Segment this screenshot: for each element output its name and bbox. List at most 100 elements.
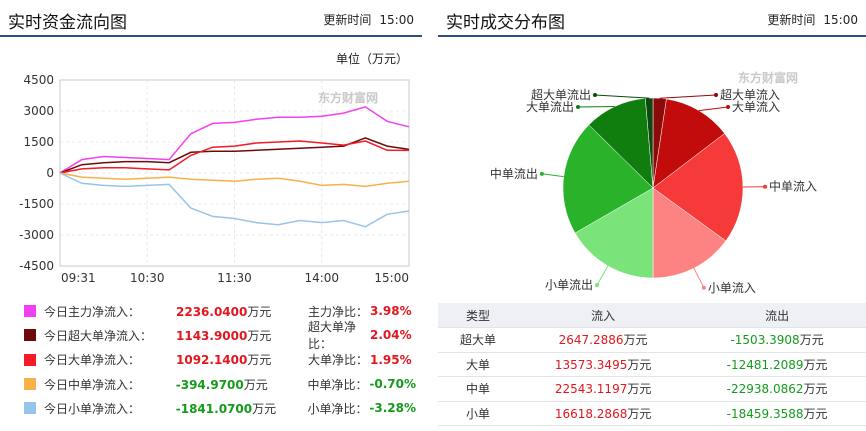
header-type: 类型 — [438, 303, 518, 328]
legend-ratio: -0.70% — [369, 377, 416, 392]
update-time-value: 15:00 — [379, 13, 414, 27]
legend-name: 今日超大单净流入： — [44, 328, 153, 343]
y-tick-label: -4500 — [19, 259, 54, 273]
legend-unit: 万元 — [243, 377, 268, 392]
legend-ratio-name: 中单净比： — [307, 377, 368, 392]
legend-swatch — [24, 402, 36, 415]
legend-value: 1092.1400万元 — [176, 353, 272, 368]
pie-leader-line — [594, 94, 650, 99]
legend-row: 今日中单净流入： -394.9700万元 中单净比： -0.70% — [24, 372, 416, 396]
legend-value: -1841.0700万元 — [175, 401, 277, 416]
cell-out: -22938.0862万元 — [688, 376, 866, 402]
distribution-title: 实时成交分布图 — [446, 13, 565, 33]
legend-row: 今日超大单净流入： 1143.9000万元 超大单净比： 2.04% — [24, 320, 416, 351]
distribution-update-time-label: 更新时间 — [767, 13, 816, 27]
cell-unit: 万元 — [803, 357, 828, 372]
pie-label: 大单流出 — [526, 100, 574, 114]
pie-leader-dot — [714, 93, 718, 97]
pie-leader-dot — [762, 184, 767, 189]
cell-type: 超大单 — [438, 327, 518, 353]
pie-leader-dot — [701, 285, 706, 290]
cell-unit: 万元 — [627, 357, 652, 372]
cell-type: 中单 — [438, 376, 518, 402]
pie-slice — [588, 98, 654, 189]
series-line — [59, 172, 410, 228]
pie-slice — [652, 98, 725, 189]
fund-flow-legend: 今日主力净流入： 2236.0400万元 主力净比： 3.98% 今日超大单净流入： 11… — [24, 299, 416, 420]
distribution-update-time-value: 15:00 — [823, 13, 858, 27]
pie-slice — [652, 133, 744, 242]
pie-label: 超大单流入 — [720, 87, 780, 102]
cell-out: -12481.2089万元 — [688, 352, 866, 377]
series-line — [59, 140, 410, 174]
pie-label: 中单流出 — [490, 166, 538, 181]
y-tick-label: 4500 — [23, 73, 54, 87]
pie-leader-dot — [726, 105, 730, 109]
fund-flow-title: 实时资金流向图 — [8, 13, 127, 33]
pie-slice — [562, 124, 654, 234]
cell-type: 大单 — [438, 352, 518, 377]
cell-unit: 万元 — [803, 382, 828, 397]
pie-label: 小单流出 — [545, 278, 593, 292]
x-tick-label: 11:30 — [217, 271, 252, 285]
x-tick-label: 10:30 — [130, 271, 165, 285]
distribution-update-time: 更新时间 15:00 — [767, 11, 858, 28]
y-tick-label: 3000 — [23, 104, 54, 118]
pie-leader-line — [693, 267, 705, 289]
x-tick-label: 14:00 — [304, 271, 339, 285]
fund-flow-header: 实时资金流向图 更新时间 15:00 — [0, 0, 422, 37]
pie-leader-dot — [593, 93, 597, 97]
legend-name: 今日小单净流入： — [44, 401, 141, 416]
pie-label: 超大单流出 — [531, 87, 591, 102]
watermark-logo: 东方财富网 — [318, 90, 378, 105]
pie-label: 小单流入 — [708, 281, 756, 295]
pie-label: 大单流入 — [732, 100, 780, 114]
cell-in: 2647.2886万元 — [518, 327, 689, 353]
series-line — [59, 106, 410, 174]
table-row: 超大单 2647.2886万元 -1503.3908万元 — [438, 327, 866, 353]
legend-value: 2236.0400万元 — [176, 304, 272, 319]
watermark-logo: 东方财富网 — [738, 70, 798, 85]
unit-label: 单位（万元） — [335, 52, 408, 66]
pie-label: 中单流入 — [769, 179, 817, 194]
pie-leader-dot — [539, 171, 544, 176]
legend-ratio-name: 超大单净比： — [308, 320, 357, 352]
fund-flow-line-chart: 4500 3000 1500 0 -1500 -3000 -4500 09:31 10:30 11… — [19, 73, 410, 285]
legend-ratio: 2.04% — [370, 328, 412, 343]
trade-distribution-panel: 实时成交分布图 更新时间 15:00 东方财富网 超大单流入 大单流入 中单流入 小单流入… — [438, 0, 866, 431]
pie-slice — [652, 187, 727, 279]
y-tick-label: -3000 — [19, 228, 54, 242]
legend-value: -394.9700万元 — [175, 377, 268, 392]
legend-ratio: 3.98% — [370, 304, 412, 319]
cell-unit: 万元 — [799, 333, 824, 348]
cell-in: 22543.1197万元 — [518, 376, 689, 402]
x-tick-label: 15:00 — [374, 271, 409, 285]
header-in: 流入 — [518, 303, 689, 328]
cell-in: 16618.2868万元 — [518, 401, 689, 426]
cell-in: 13573.3495万元 — [518, 352, 689, 377]
header-out: 流出 — [688, 303, 866, 328]
legend-value: 1143.9000万元 — [176, 328, 272, 343]
legend-name: 今日大单净流入： — [44, 353, 141, 368]
table-row: 小单 16618.2868万元 -18459.3588万元 — [438, 401, 866, 426]
table-row: 中单 22543.1197万元 -22938.0862万元 — [438, 376, 866, 402]
x-tick-label: 09:31 — [61, 271, 96, 285]
pie-leader-line — [596, 265, 609, 286]
cell-unit: 万元 — [627, 382, 652, 397]
legend-unit: 万元 — [247, 328, 272, 343]
legend-swatch — [24, 329, 36, 342]
cell-unit: 万元 — [623, 333, 648, 348]
update-time: 更新时间 15:00 — [323, 11, 414, 28]
cell-out: -1503.3908万元 — [688, 327, 866, 353]
table-row: 大单 13573.3495万元 -12481.2089万元 — [438, 352, 866, 377]
legend-row: 今日小单净流入： -1841.0700万元 小单净比： -3.28% — [24, 396, 416, 420]
legend-ratio: -3.28% — [369, 401, 416, 416]
legend-ratio-name: 主力净比： — [308, 304, 369, 319]
cell-type: 小单 — [438, 401, 518, 426]
legend-ratio-name: 大单净比： — [308, 353, 369, 368]
cell-out: -18459.3588万元 — [688, 401, 866, 426]
legend-row: 今日大单净流入： 1092.1400万元 大单净比： 1.95% — [24, 348, 416, 372]
y-tick-label: -1500 — [19, 197, 54, 211]
legend-unit: 万元 — [247, 353, 272, 368]
